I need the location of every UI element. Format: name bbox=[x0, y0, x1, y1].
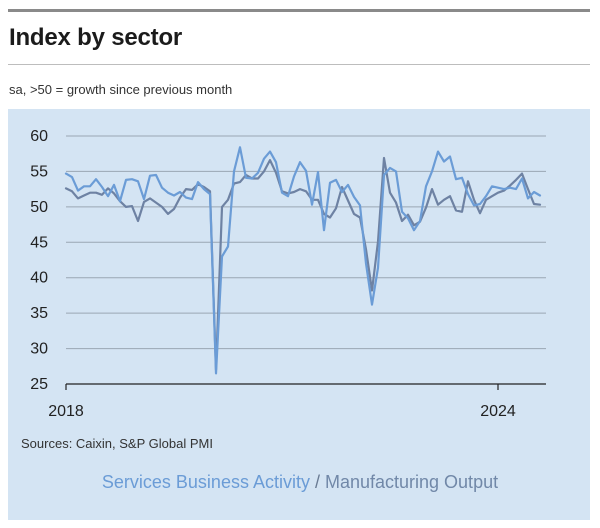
y-tick-label: 30 bbox=[30, 341, 48, 358]
legend: Services Business Activity / Manufacturi… bbox=[0, 472, 600, 493]
top-rule bbox=[8, 9, 590, 12]
series-lines bbox=[64, 146, 542, 375]
source-note: Sources: Caixin, S&P Global PMI bbox=[21, 436, 213, 451]
x-tick-label: 2018 bbox=[48, 403, 84, 420]
legend-manufacturing: Manufacturing Output bbox=[324, 472, 499, 492]
y-tick-label: 40 bbox=[30, 270, 48, 287]
y-tick-label: 25 bbox=[30, 376, 48, 393]
y-tick-label: 50 bbox=[30, 199, 48, 216]
legend-services: Services Business Activity bbox=[101, 472, 310, 492]
y-tick-label: 55 bbox=[30, 163, 48, 180]
chart-panel bbox=[8, 109, 590, 520]
legend-separator: / bbox=[309, 472, 325, 492]
x-tick-label: 2024 bbox=[480, 403, 516, 420]
y-tick-label: 60 bbox=[30, 128, 48, 145]
y-tick-label: 45 bbox=[30, 234, 48, 251]
manufacturing-line bbox=[64, 156, 542, 371]
chart-subtitle: sa, >50 = growth since previous month bbox=[9, 82, 233, 97]
y-tick-labels: 25 30 35 40 45 50 55 60 bbox=[30, 128, 48, 393]
title-rule bbox=[8, 64, 590, 65]
services-line bbox=[64, 146, 542, 375]
y-tick-label: 35 bbox=[30, 305, 48, 322]
x-axis: 2018 2024 bbox=[48, 383, 546, 420]
chart-title: Index by sector bbox=[9, 24, 183, 51]
